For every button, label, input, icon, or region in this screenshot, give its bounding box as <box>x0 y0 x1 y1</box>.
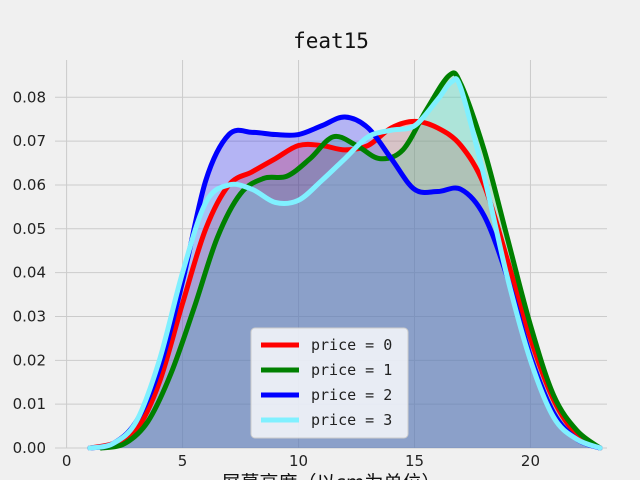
x-tick-label: 5 <box>178 452 188 470</box>
x-tick-label: 10 <box>289 452 308 470</box>
y-tick-label: 0.08 <box>13 88 46 106</box>
y-tick-label: 0.01 <box>13 395 46 413</box>
chart-title: feat15 <box>293 29 369 53</box>
legend-label: price = 1 <box>311 361 392 379</box>
x-tick-label: 15 <box>405 452 424 470</box>
legend-box <box>250 327 409 439</box>
legend-label: price = 2 <box>311 386 392 404</box>
legend-label: price = 3 <box>311 411 392 429</box>
legend-label: price = 0 <box>311 336 392 354</box>
density-lines <box>87 70 603 451</box>
y-tick-label: 0.05 <box>13 220 46 238</box>
density-area-3 <box>89 78 601 448</box>
x-tick-label: 20 <box>521 452 540 470</box>
y-tick-label: 0.02 <box>13 351 46 369</box>
y-tick-label: 0.04 <box>13 264 46 282</box>
density-area-0 <box>89 121 601 448</box>
x-tick-label: 0 <box>62 452 72 470</box>
y-tick-label: 0.07 <box>13 132 46 150</box>
y-tick-label: 0.06 <box>13 176 46 194</box>
x-axis-label: 屏幕高度（以cm为单位） <box>222 472 441 480</box>
legend: price = 0 price = 1 price = 2 price = 3 <box>250 327 409 439</box>
y-tick-label: 0.03 <box>13 307 46 325</box>
tick-labels: 0 5 10 15 20 0.00 0.01 0.02 0.03 0.04 0.05 0.06 0.07… <box>13 88 540 470</box>
density-line-3 <box>87 76 603 451</box>
y-tick-label: 0.00 <box>13 439 46 457</box>
density-line-0 <box>87 118 603 451</box>
